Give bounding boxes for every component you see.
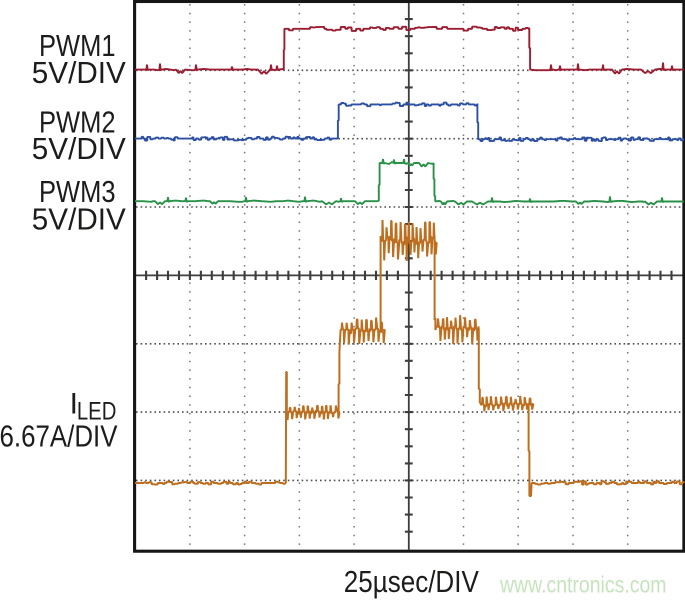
svg-text:6.67A/DIV: 6.67A/DIV xyxy=(0,419,118,454)
svg-text:25µsec/DIV: 25µsec/DIV xyxy=(344,564,479,599)
svg-text:5V/DIV: 5V/DIV xyxy=(32,56,127,90)
svg-text:5V/DIV: 5V/DIV xyxy=(32,132,127,166)
svg-text:PWM3: PWM3 xyxy=(39,175,116,209)
svg-text:www.cntronics.com: www.cntronics.com xyxy=(499,571,666,597)
svg-text:PWM1: PWM1 xyxy=(39,29,116,63)
svg-text:LED: LED xyxy=(77,399,117,426)
svg-text:I: I xyxy=(70,388,78,421)
svg-text:5V/DIV: 5V/DIV xyxy=(32,202,127,236)
svg-text:PWM2: PWM2 xyxy=(39,105,116,139)
